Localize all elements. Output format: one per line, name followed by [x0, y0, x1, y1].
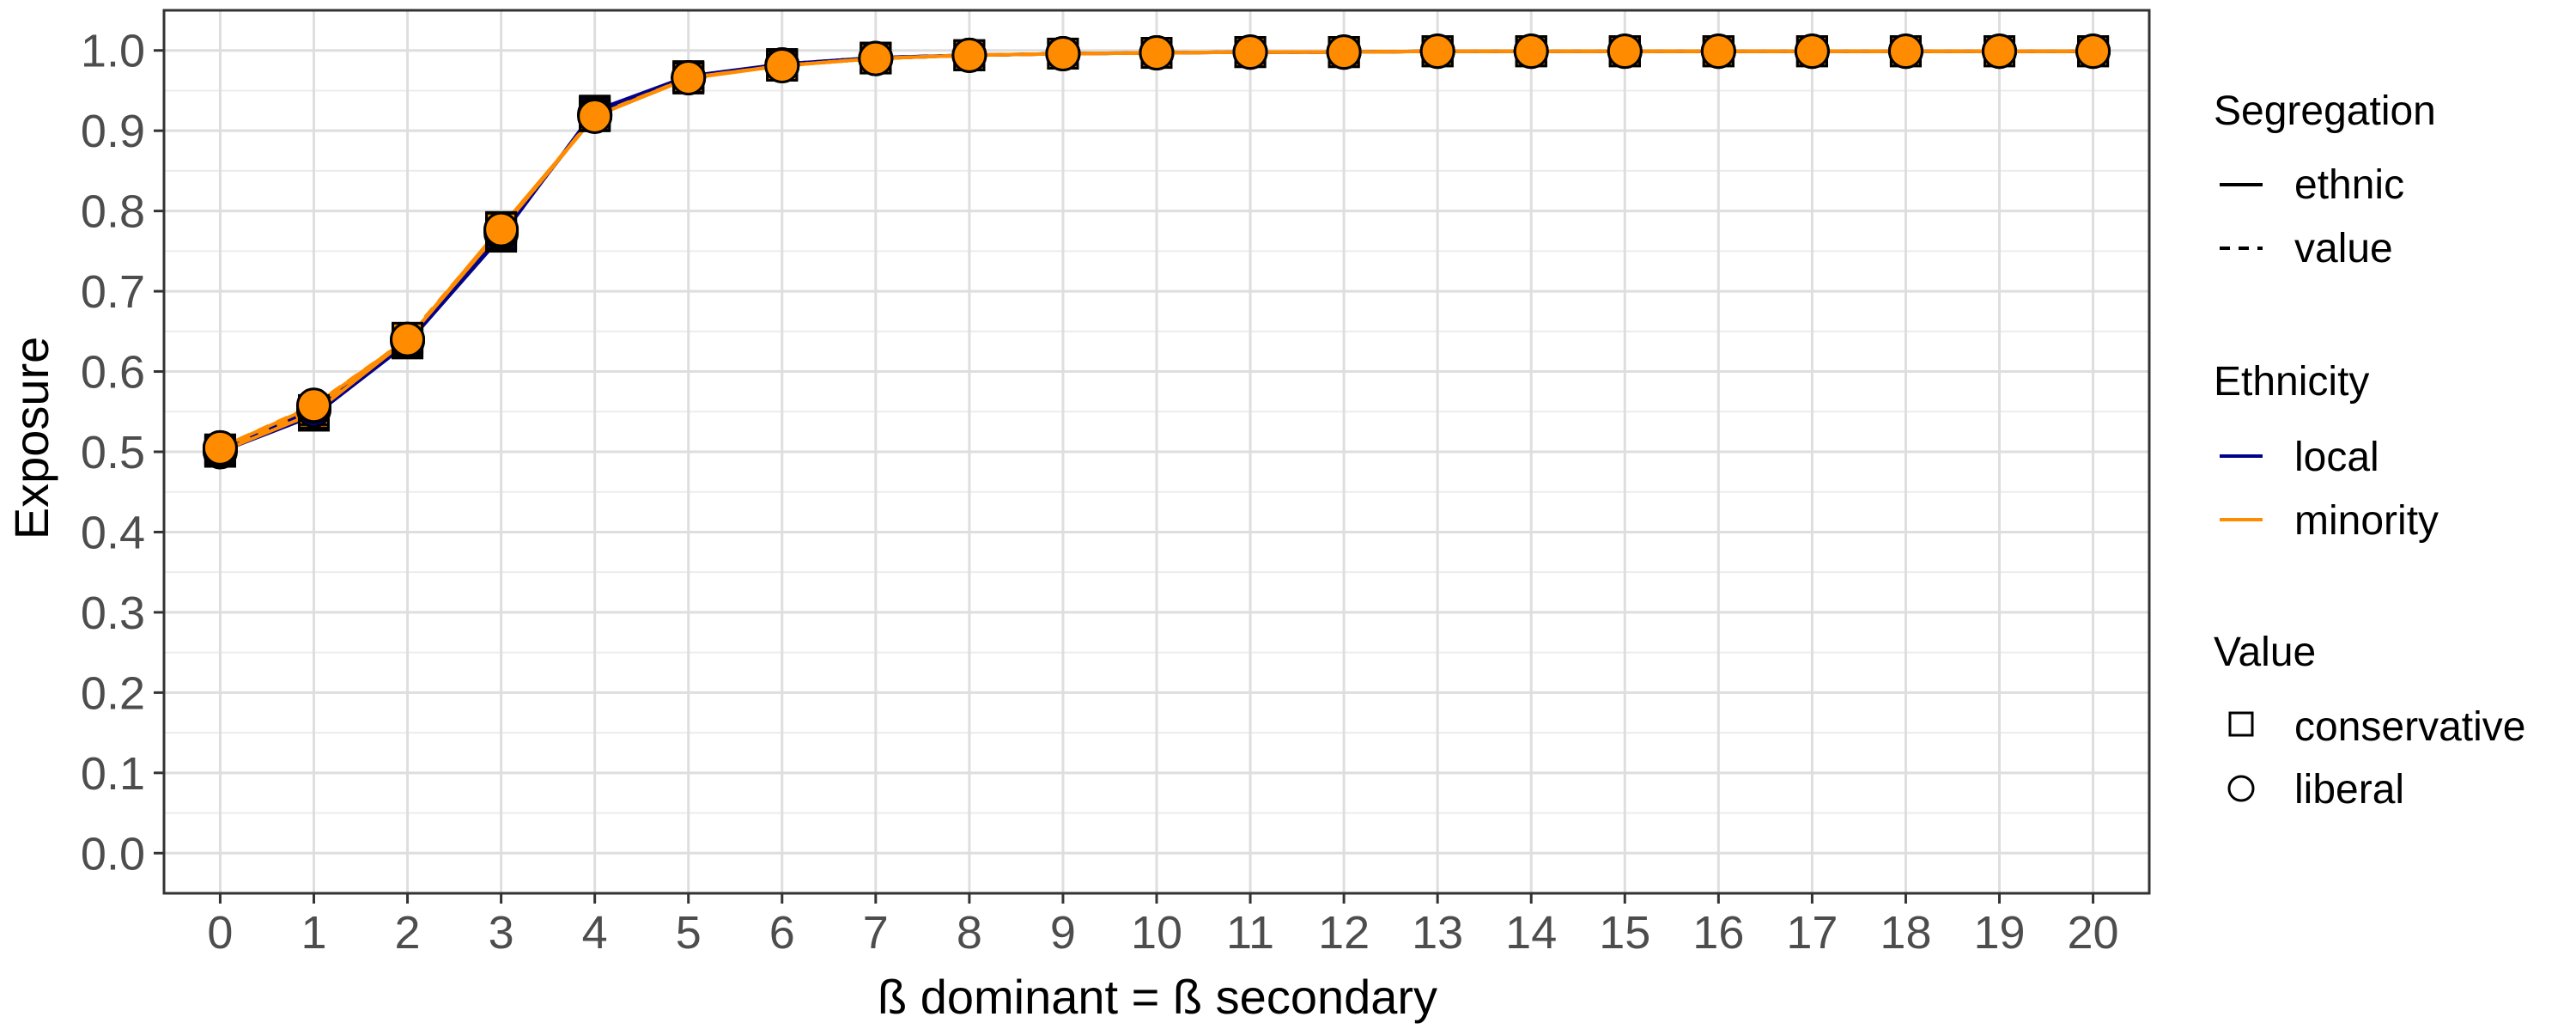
legend-label-local: local: [2294, 435, 2379, 480]
x-tick-label: 5: [676, 907, 702, 959]
y-tick-label: 0.5: [81, 427, 145, 478]
x-axis: 0 1 2 3 4 5 6 7 8 9 10 11 12 13 14 15 16 17 18 19 20: [207, 893, 2119, 959]
data-point-minority-liberal-value: [1887, 33, 1923, 70]
y-tick-label: 0.3: [81, 588, 145, 639]
x-tick-label: 11: [1226, 907, 1274, 959]
legend-title-ethnicity: Ethnicity: [2214, 359, 2369, 405]
legend: Segregation ethnic value Ethnicity local…: [2214, 88, 2525, 813]
plot-panel: [162, 9, 2151, 895]
y-tick-label: 0.2: [81, 667, 145, 719]
y-tick-label: 0.4: [81, 507, 145, 558]
x-tick-label: 16: [1692, 907, 1744, 959]
legend-label-minority: minority: [2294, 498, 2439, 544]
legend-label-conservative: conservative: [2294, 704, 2525, 750]
data-point-minority-liberal-value: [764, 47, 800, 83]
y-tick-label: 0.9: [81, 106, 145, 157]
x-tick-label: 12: [1318, 907, 1370, 959]
x-tick-label: 2: [395, 907, 421, 959]
x-tick-label: 13: [1412, 907, 1463, 959]
x-tick-label: 18: [1880, 907, 1931, 959]
data-point-minority-liberal-value: [2075, 33, 2111, 70]
x-tick-label: 6: [769, 907, 795, 959]
x-axis-title: ß dominant = ß secondary: [878, 970, 1437, 1024]
data-point-minority-liberal-value: [1607, 33, 1643, 70]
x-tick-label: 3: [489, 907, 514, 959]
data-point-minority-liberal-value: [671, 60, 707, 96]
legend-title-value: Value: [2214, 630, 2316, 675]
data-point-minority-liberal-value: [577, 98, 613, 134]
data-point-minority-liberal-value: [1045, 35, 1081, 71]
data-point-minority-liberal-value: [858, 40, 894, 76]
y-tick-label: 0.8: [81, 186, 145, 238]
legend-segregation: Segregation ethnic value: [2214, 88, 2436, 271]
data-point-minority-liberal-value: [1513, 33, 1549, 70]
data-point-minority-liberal-value: [1139, 35, 1175, 71]
legend-key-conservative-square: [2228, 711, 2254, 737]
legend-key-liberal-circle: [2227, 775, 2255, 802]
x-tick-label: 0: [207, 907, 233, 959]
y-axis-title: Exposure: [4, 337, 58, 540]
y-tick-label: 0.0: [81, 828, 145, 880]
x-tick-label: 17: [1786, 907, 1838, 959]
x-tick-label: 7: [863, 907, 889, 959]
x-tick-label: 20: [2068, 907, 2119, 959]
data-point-minority-liberal-value: [390, 321, 426, 357]
x-tick-label: 4: [582, 907, 608, 959]
legend-label-liberal: liberal: [2294, 767, 2404, 813]
data-point-minority-liberal-value: [1419, 33, 1455, 70]
x-tick-label: 8: [957, 907, 982, 959]
y-tick-label: 0.6: [81, 347, 145, 399]
x-tick-label: 1: [301, 907, 326, 959]
legend-label-value: value: [2294, 226, 2393, 271]
data-point-minority-liberal-value: [483, 211, 519, 247]
data-point-minority-liberal-value: [1982, 33, 2018, 70]
data-point-minority-liberal-value: [1326, 34, 1362, 70]
x-tick-label: 9: [1050, 907, 1076, 959]
y-axis: 0.0 0.1 0.2 0.3 0.4 0.5 0.6 0.7 0.8 0.9 1.0: [81, 26, 164, 880]
legend-title-segregation: Segregation: [2214, 88, 2436, 134]
legend-value: Value conservative liberal: [2214, 630, 2525, 813]
data-point-minority-liberal-value: [951, 37, 987, 73]
x-tick-label: 19: [1973, 907, 2025, 959]
legend-label-ethnic: ethnic: [2294, 162, 2404, 208]
data-point-minority-liberal-value: [1700, 33, 1736, 70]
data-point-minority-liberal-value: [295, 387, 331, 423]
y-tick-label: 1.0: [81, 26, 145, 77]
data-point-minority-liberal-value: [202, 429, 238, 466]
data-point-minority-liberal-value: [1794, 33, 1830, 70]
x-tick-label: 10: [1131, 907, 1182, 959]
x-tick-label: 14: [1505, 907, 1557, 959]
legend-ethnicity: Ethnicity local minority: [2214, 359, 2439, 544]
data-point-minority-liberal-value: [1232, 34, 1268, 70]
y-tick-label: 0.1: [81, 748, 145, 800]
x-tick-label: 15: [1599, 907, 1650, 959]
y-tick-label: 0.7: [81, 266, 145, 318]
